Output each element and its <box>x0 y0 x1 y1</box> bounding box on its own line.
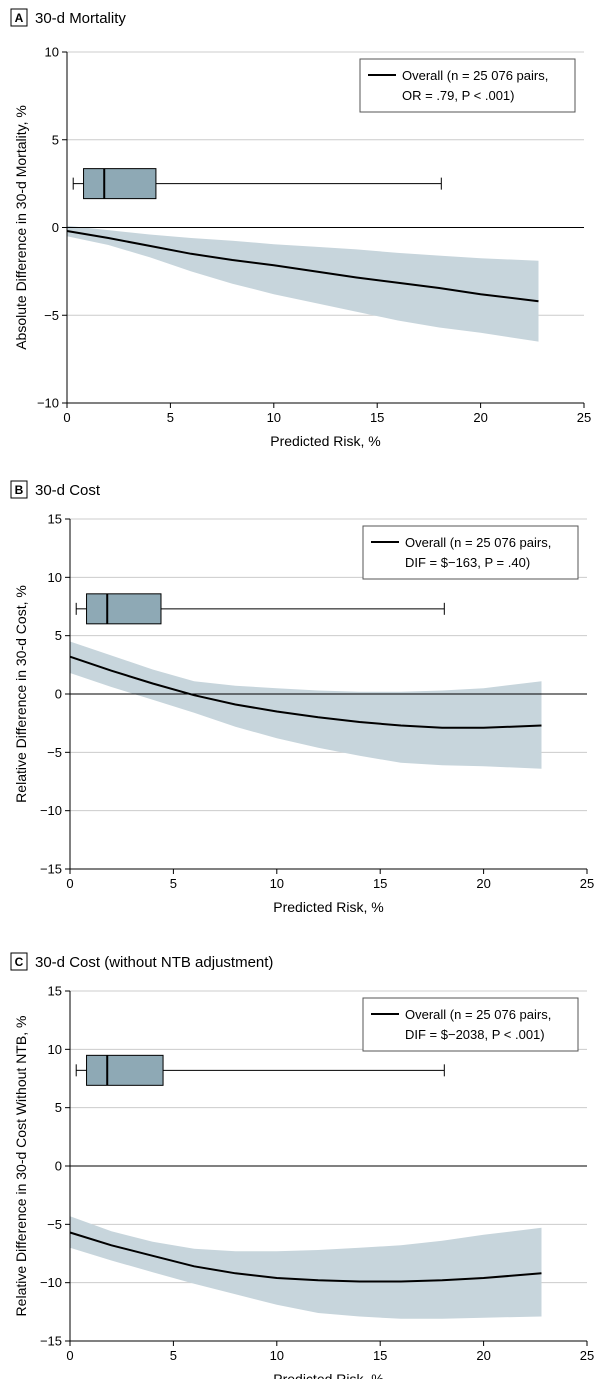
y-tick-label: 0 <box>55 687 62 702</box>
x-tick-label: 15 <box>370 410 384 425</box>
y-tick-label: 10 <box>45 45 59 60</box>
legend: Overall (n = 25 076 pairs, OR = .79, P < … <box>359 58 576 113</box>
boxplot-box <box>86 1054 164 1086</box>
x-tick-label: 10 <box>270 1348 284 1363</box>
legend-text: OR = .79, P < .001) <box>402 88 515 103</box>
x-tick-label: 5 <box>170 1348 177 1363</box>
y-tick-label: −15 <box>40 862 62 877</box>
y-tick-label: −15 <box>40 1334 62 1349</box>
boxplot-box <box>83 168 157 200</box>
y-axis-title: Relative Difference in 30-d Cost Without… <box>13 1016 29 1317</box>
y-tick-label: 5 <box>55 628 62 643</box>
legend-box <box>362 525 579 580</box>
y-tick-label: 5 <box>52 132 59 147</box>
legend-text: Overall (n = 25 076 pairs, <box>405 1007 551 1022</box>
x-tick-label: 20 <box>476 876 490 891</box>
y-tick-label: −5 <box>44 308 59 323</box>
x-tick-label: 25 <box>577 410 591 425</box>
y-tick-label: 0 <box>55 1159 62 1174</box>
y-tick-label: 10 <box>48 1042 62 1057</box>
y-tick-label: 15 <box>48 512 62 527</box>
y-axis-title: Absolute Difference in 30-d Mortality, % <box>13 105 29 350</box>
x-tick-label: 20 <box>473 410 487 425</box>
panel-title: 30-d Cost (without NTB adjustment) <box>35 954 273 971</box>
estimate-line <box>69 655 542 729</box>
y-tick-label: −10 <box>40 1275 62 1290</box>
estimate-line <box>69 1231 542 1283</box>
x-axis-title: Predicted Risk, % <box>270 433 380 449</box>
x-tick-label: 5 <box>167 410 174 425</box>
panel-title: 30-d Mortality <box>35 10 126 27</box>
x-tick-label: 15 <box>373 876 387 891</box>
y-tick-label: 15 <box>48 984 62 999</box>
x-tick-label: 20 <box>476 1348 490 1363</box>
x-tick-label: 25 <box>580 876 594 891</box>
estimate-line <box>66 230 539 303</box>
y-tick-label: −10 <box>37 396 59 411</box>
legend: Overall (n = 25 076 pairs, DIF = $−163, P… <box>362 525 579 580</box>
legend: Overall (n = 25 076 pairs, DIF = $−2038, … <box>362 997 579 1052</box>
x-axis-title: Predicted Risk, % <box>273 899 383 915</box>
legend-box <box>362 997 579 1052</box>
x-tick-label: 5 <box>170 876 177 891</box>
y-tick-label: −5 <box>47 1217 62 1232</box>
panel-a: A 30-d Mortality −10 −5 0 5 10 0 5 10 15 20 25 Predic… <box>10 8 591 449</box>
x-tick-label: 10 <box>267 410 281 425</box>
y-tick-label: −10 <box>40 803 62 818</box>
y-tick-label: −5 <box>47 745 62 760</box>
x-axis-title: Predicted Risk, % <box>273 1371 383 1379</box>
legend-text: Overall (n = 25 076 pairs, <box>405 535 551 550</box>
panel-letter: B <box>15 483 24 497</box>
panel-letter-box <box>10 8 28 27</box>
legend-text: Overall (n = 25 076 pairs, <box>402 68 548 83</box>
panel-letter: A <box>15 11 24 25</box>
y-tick-label: 10 <box>48 570 62 585</box>
x-tick-label: 0 <box>66 876 73 891</box>
x-tick-label: 15 <box>373 1348 387 1363</box>
legend-text: DIF = $−163, P = .40) <box>405 555 530 570</box>
legend-box <box>359 58 576 113</box>
y-tick-label: 0 <box>52 220 59 235</box>
panel-letter-box <box>10 952 28 971</box>
confidence-band <box>70 641 542 769</box>
panel-b: B 30-d Cost −15 −10 −5 0 5 10 15 0 5 10 15 20 25 Predic… <box>10 480 594 915</box>
boxplot-box <box>86 593 162 625</box>
x-tick-label: 10 <box>270 876 284 891</box>
panel-letter-box <box>10 480 28 499</box>
y-axis-title: Relative Difference in 30-d Cost, % <box>13 585 29 803</box>
panel-title: 30-d Cost <box>35 482 101 499</box>
x-tick-label: 25 <box>580 1348 594 1363</box>
panel-c: C 30-d Cost (without NTB adjustment) −15 −1… <box>10 952 594 1379</box>
y-tick-label: 5 <box>55 1100 62 1115</box>
x-tick-label: 0 <box>63 410 70 425</box>
confidence-band <box>67 225 539 342</box>
panel-letter: C <box>15 955 24 969</box>
legend-text: DIF = $−2038, P < .001) <box>405 1027 545 1042</box>
confidence-band <box>70 1216 542 1319</box>
x-tick-label: 0 <box>66 1348 73 1363</box>
